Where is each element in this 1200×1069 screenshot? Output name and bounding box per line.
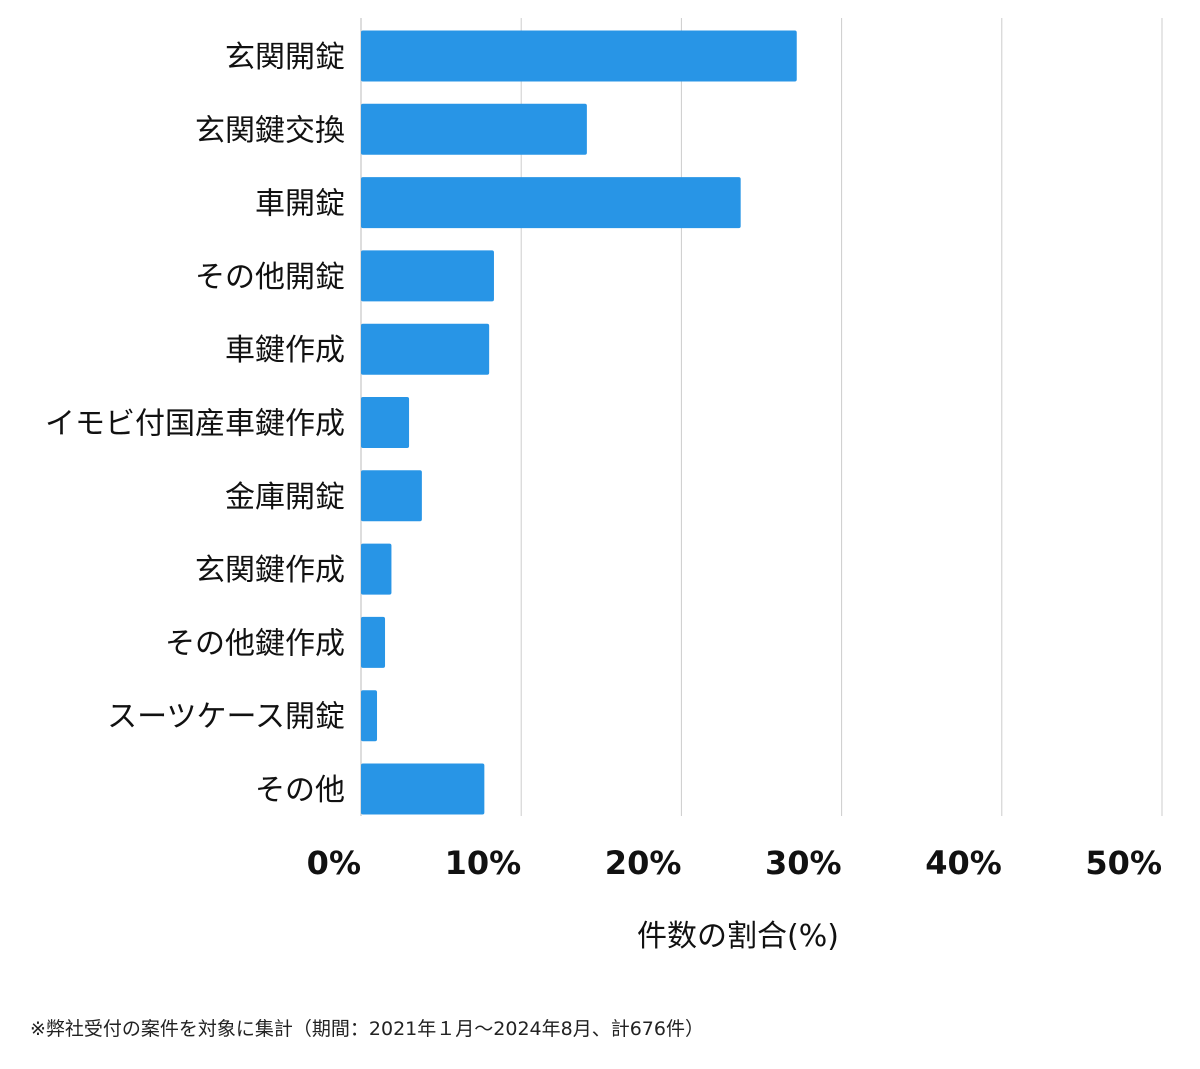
bar-chart: 玄関開錠玄関鍵交換車開錠その他開錠車鍵作成イモビ付国産車鍵作成金庫開錠玄関鍵作成…	[45, 18, 1163, 954]
bar	[361, 323, 490, 375]
category-label: 玄関鍵作成	[195, 553, 345, 588]
bar	[361, 690, 378, 742]
bar	[361, 616, 386, 668]
x-tick-label: 40%	[925, 844, 1002, 882]
x-tick-label: 20%	[605, 844, 682, 882]
bars	[361, 30, 797, 815]
category-label: 玄関開錠	[225, 40, 345, 75]
category-label: イモビ付国産車鍵作成	[45, 407, 345, 442]
category-label: その他鍵作成	[165, 626, 345, 661]
bar	[361, 470, 422, 522]
bar	[361, 543, 392, 595]
bar	[361, 103, 587, 155]
category-label: 玄関鍵交換	[195, 113, 345, 148]
category-labels: 玄関開錠玄関鍵交換車開錠その他開錠車鍵作成イモビ付国産車鍵作成金庫開錠玄関鍵作成…	[45, 40, 345, 808]
category-label: その他	[255, 773, 345, 808]
category-label: 車鍵作成	[225, 333, 345, 368]
x-tick-labels: 0% 10% 20% 30% 40% 50%	[307, 844, 1162, 882]
bar	[361, 30, 797, 82]
bar	[361, 250, 494, 302]
bar	[361, 177, 741, 229]
category-label: 車開錠	[255, 187, 345, 222]
x-axis-title: 件数の割合(%)	[637, 919, 839, 954]
category-label: その他開錠	[195, 260, 345, 295]
x-tick-label: 50%	[1085, 844, 1162, 882]
x-tick-label: 10%	[445, 844, 522, 882]
footnote: ※弊社受付の案件を対象に集計（期間：2021年１月～2024年8月、計676件）	[30, 1018, 704, 1040]
x-tick-label: 30%	[765, 844, 842, 882]
x-tick-label: 0%	[307, 844, 361, 882]
category-label: スーツケース開錠	[107, 700, 345, 735]
bar	[361, 397, 410, 448]
category-label: 金庫開錠	[225, 480, 345, 515]
bar	[361, 763, 485, 815]
